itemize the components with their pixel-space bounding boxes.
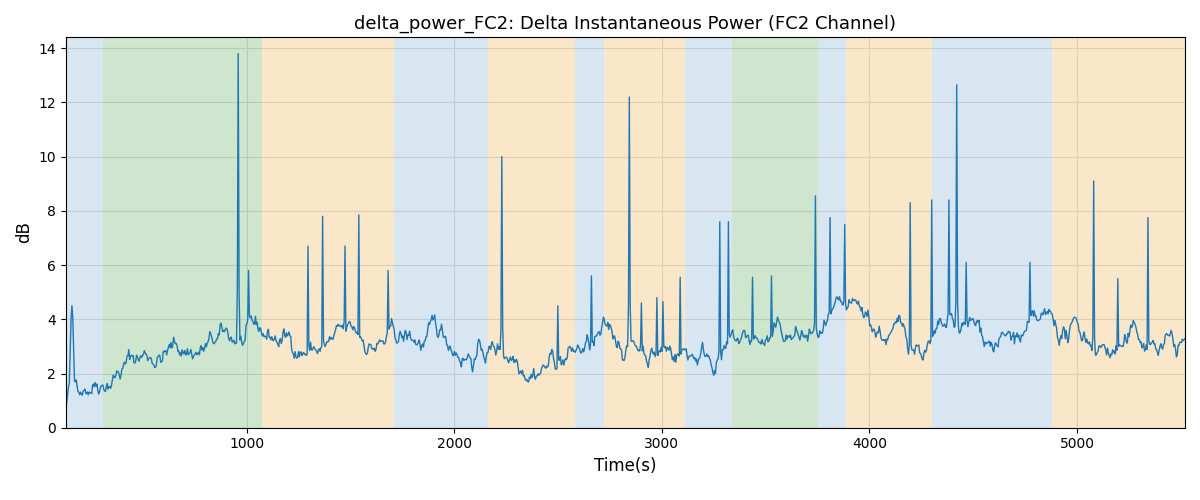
Bar bbox=[685, 38, 732, 428]
X-axis label: Time(s): Time(s) bbox=[594, 457, 656, 475]
Bar bbox=[66, 38, 103, 428]
Bar bbox=[575, 38, 604, 428]
Bar bbox=[262, 38, 394, 428]
Bar bbox=[846, 38, 931, 428]
Bar bbox=[1090, 38, 1186, 428]
Bar bbox=[488, 38, 575, 428]
Bar bbox=[103, 38, 262, 428]
Title: delta_power_FC2: Delta Instantaneous Power (FC2 Channel): delta_power_FC2: Delta Instantaneous Pow… bbox=[354, 15, 896, 34]
Bar bbox=[394, 38, 488, 428]
Bar bbox=[1052, 38, 1090, 428]
Bar bbox=[732, 38, 817, 428]
Bar bbox=[931, 38, 1052, 428]
Y-axis label: dB: dB bbox=[16, 222, 34, 244]
Bar bbox=[817, 38, 846, 428]
Bar bbox=[604, 38, 685, 428]
